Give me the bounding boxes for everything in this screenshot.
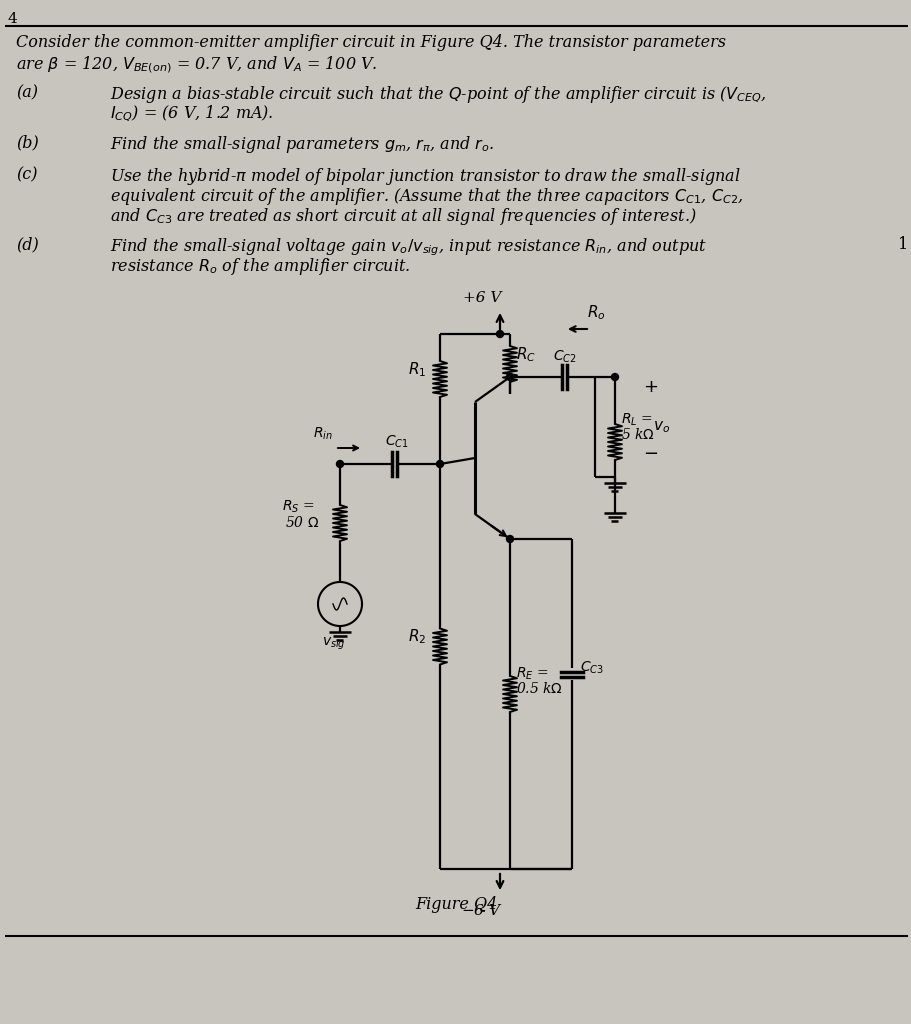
Text: 4: 4 [8,12,17,26]
Circle shape [506,374,513,381]
Text: (c): (c) [16,166,37,183]
Circle shape [506,536,513,543]
Text: Consider the common-emitter amplifier circuit in Figure Q4. The transistor param: Consider the common-emitter amplifier ci… [16,34,725,51]
Text: +: + [642,378,657,396]
Text: (a): (a) [16,84,38,101]
Text: equivalent circuit of the amplifier. (Assume that the three capacitors $C_{C1}$,: equivalent circuit of the amplifier. (As… [110,186,742,207]
Text: 50 $\Omega$: 50 $\Omega$ [284,515,319,530]
Text: $R_E$ =: $R_E$ = [516,666,548,682]
Text: $R_o$: $R_o$ [587,303,605,322]
Text: and $C_{C3}$ are treated as short circuit at all signal frequencies of interest.: and $C_{C3}$ are treated as short circui… [110,206,696,227]
Text: $R_L$ =: $R_L$ = [620,412,652,428]
Text: $C_{C1}$: $C_{C1}$ [384,434,408,451]
Text: Find the small-signal parameters $g_m$, $r_\pi$, and $r_o$.: Find the small-signal parameters $g_m$, … [110,134,494,155]
Text: +6 V: +6 V [462,291,501,305]
Text: Design a bias-stable circuit such that the $Q$-point of the amplifier circuit is: Design a bias-stable circuit such that t… [110,84,766,104]
Text: resistance $R_o$ of the amplifier circuit.: resistance $R_o$ of the amplifier circui… [110,256,410,278]
Text: $I_{CQ}$) = (6 V, 1.2 mA).: $I_{CQ}$) = (6 V, 1.2 mA). [110,104,273,124]
Text: $-$6 V: $-$6 V [461,903,502,918]
Text: $R_S$ =: $R_S$ = [281,499,314,515]
Circle shape [611,374,618,381]
Text: are $\beta$ = 120, $V_{BE(on)}$ = 0.7 V, and $V_A$ = 100 V.: are $\beta$ = 120, $V_{BE(on)}$ = 0.7 V,… [16,54,377,75]
Text: $R_1$: $R_1$ [407,360,425,379]
Text: 5 k$\Omega$: 5 k$\Omega$ [620,427,654,442]
Text: Find the small-signal voltage gain $v_o/v_{sig}$, input resistance $R_{in}$, and: Find the small-signal voltage gain $v_o/… [110,236,706,258]
Text: 0.5 k$\Omega$: 0.5 k$\Omega$ [516,681,562,696]
Text: Use the hybrid-$\pi$ model of bipolar junction transistor to draw the small-sign: Use the hybrid-$\pi$ model of bipolar ju… [110,166,740,187]
Text: $-$: $-$ [642,443,658,461]
Circle shape [496,331,503,338]
Circle shape [336,461,343,468]
Text: $v_o$: $v_o$ [652,419,670,435]
Text: $R_2$: $R_2$ [407,628,425,646]
Text: $C_{C3}$: $C_{C3}$ [579,660,603,677]
Text: (d): (d) [16,236,38,253]
Text: Figure Q4: Figure Q4 [415,896,496,913]
Text: (b): (b) [16,134,38,151]
Text: $v_{sig}$: $v_{sig}$ [322,636,345,652]
Circle shape [436,461,443,468]
Text: $R_{in}$: $R_{in}$ [312,426,333,442]
Text: $C_{C2}$: $C_{C2}$ [552,349,576,366]
Text: 1: 1 [897,236,907,253]
Text: $R_C$: $R_C$ [516,345,536,364]
